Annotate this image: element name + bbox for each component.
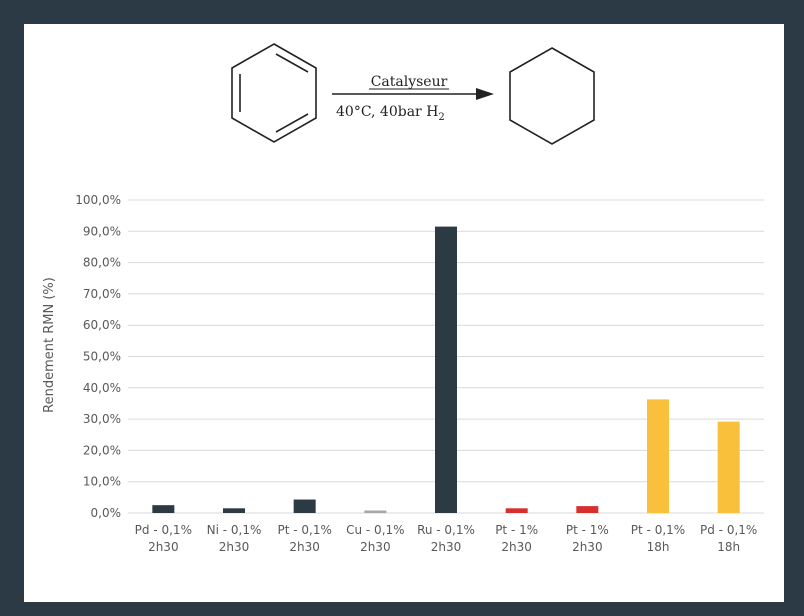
x-category-sublabel: 2h30 bbox=[289, 540, 320, 554]
bar bbox=[223, 508, 245, 513]
x-axis-categories: Pd - 0,1% 2h30 Ni - 0,1% 2h30 Pt - 0,1% 2h30 C… bbox=[135, 523, 758, 554]
x-category-label: Pd - 0,1% bbox=[135, 523, 192, 537]
y-tick-label: 20,0% bbox=[83, 443, 121, 457]
y-axis-label: Rendement RMN (%) bbox=[42, 277, 57, 413]
conditions-main: 40°C, 40bar H bbox=[336, 104, 438, 120]
cyclohexane-ring bbox=[509, 47, 595, 145]
y-tick-label: 10,0% bbox=[83, 475, 121, 489]
y-tick-label: 100,0% bbox=[75, 193, 121, 207]
chart-svg: Catalyseur 40°C, 40bar H2 0,0%10,0%20,0%… bbox=[42, 43, 764, 554]
y-tick-label: 80,0% bbox=[83, 256, 121, 270]
x-category-label: Ru - 0,1% bbox=[417, 523, 475, 537]
reaction-scheme: Catalyseur 40°C, 40bar H2 bbox=[231, 43, 595, 145]
x-category-label: Pt - 0,1% bbox=[631, 523, 685, 537]
y-tick-label: 90,0% bbox=[83, 224, 121, 238]
y-axis-ticks: 0,0% 10,0% 20,0% 30,0% 40,0% 50,0% 60,0% 70,0% 8… bbox=[75, 193, 121, 520]
bar bbox=[293, 499, 316, 513]
x-category-label: Pt - 1% bbox=[566, 523, 609, 537]
bar bbox=[576, 506, 599, 513]
bar bbox=[505, 508, 528, 513]
bars bbox=[152, 226, 740, 514]
benzene-double-bond bbox=[275, 53, 309, 73]
benzene-double-bond bbox=[275, 113, 309, 133]
x-category-sublabel: 2h30 bbox=[148, 540, 179, 554]
chart-frame: Catalyseur 40°C, 40bar H2 0,0% 10,0% 20,0%… bbox=[24, 24, 784, 602]
conditions-subscript: 2 bbox=[438, 112, 444, 123]
bar bbox=[364, 510, 387, 513]
catalyst-label: Catalyseur bbox=[371, 74, 448, 90]
x-category-label: Cu - 0,1% bbox=[346, 523, 404, 537]
bar bbox=[647, 399, 669, 513]
x-category-sublabel: 18h bbox=[647, 540, 670, 554]
reaction-arrow-head bbox=[476, 88, 494, 100]
x-category-sublabel: 2h30 bbox=[360, 540, 391, 554]
x-category-label: Pd - 0,1% bbox=[700, 523, 757, 537]
y-tick-label: 60,0% bbox=[83, 318, 121, 332]
x-category-label: Pt - 0,1% bbox=[277, 523, 331, 537]
x-category-sublabel: 2h30 bbox=[219, 540, 250, 554]
y-tick-label: 70,0% bbox=[83, 287, 121, 301]
bar bbox=[152, 505, 175, 513]
x-category-sublabel: 18h bbox=[717, 540, 740, 554]
x-category-sublabel: 2h30 bbox=[572, 540, 603, 554]
y-tick-label: 30,0% bbox=[83, 412, 121, 426]
conditions-label: 40°C, 40bar H2 bbox=[336, 104, 445, 123]
x-category-sublabel: 2h30 bbox=[501, 540, 532, 554]
x-category-sublabel: 2h30 bbox=[431, 540, 462, 554]
bar bbox=[717, 421, 740, 513]
y-tick-label: 0,0% bbox=[91, 506, 122, 520]
y-tick-label: 40,0% bbox=[83, 381, 121, 395]
x-category-label: Pt - 1% bbox=[495, 523, 538, 537]
y-tick-label: 50,0% bbox=[83, 350, 121, 364]
bar bbox=[435, 226, 457, 514]
benzene-ring bbox=[231, 43, 317, 143]
x-category-label: Ni - 0,1% bbox=[207, 523, 262, 537]
